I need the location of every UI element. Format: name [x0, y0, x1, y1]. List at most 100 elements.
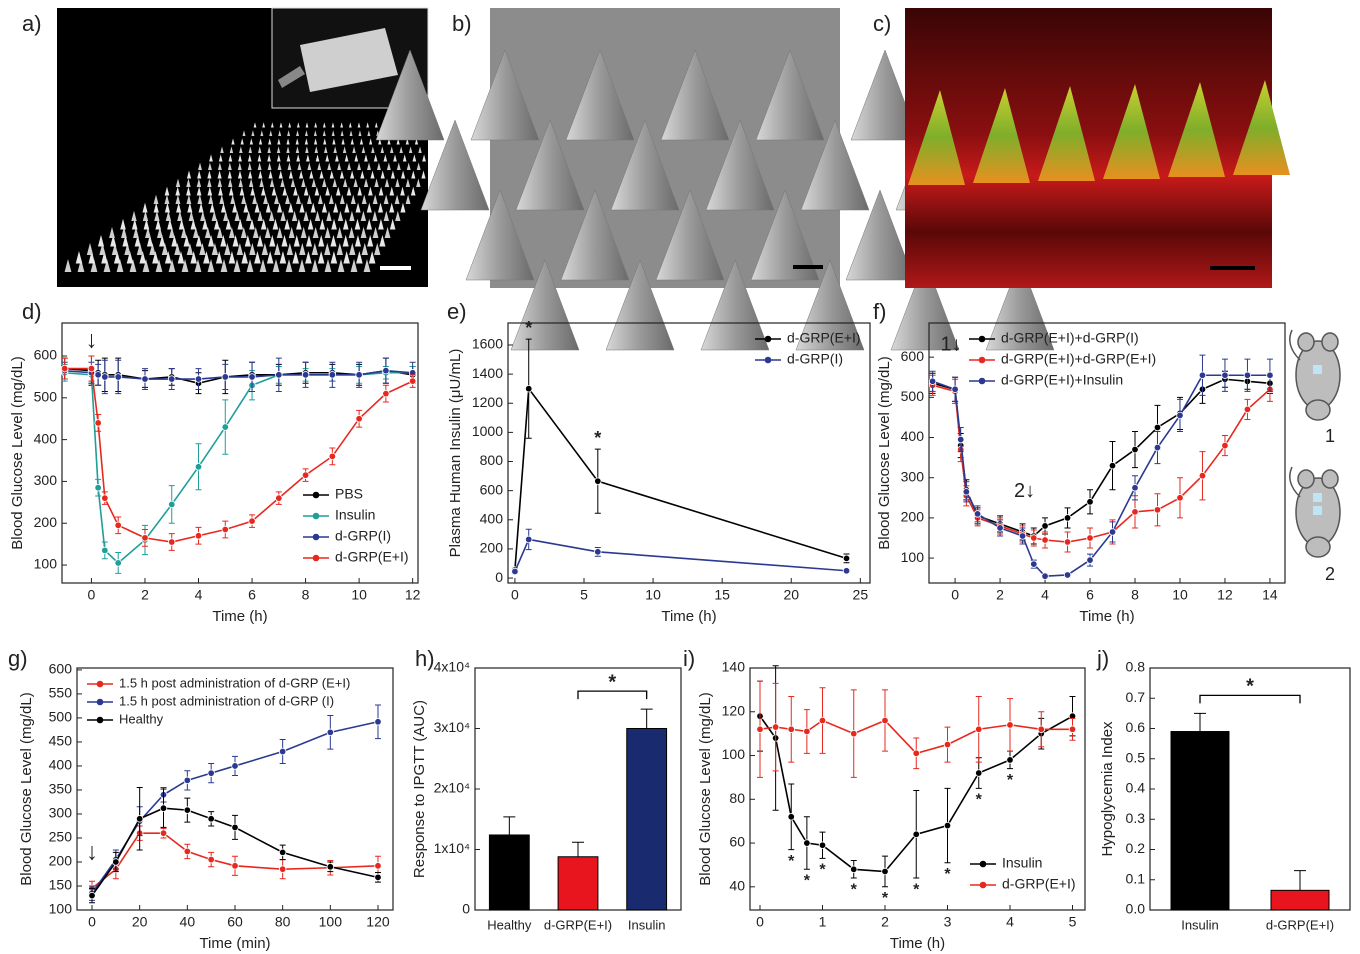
needle — [339, 194, 345, 204]
needle — [223, 210, 229, 221]
needle — [176, 202, 182, 213]
needle — [293, 186, 298, 196]
needle — [149, 242, 156, 255]
data-point — [1153, 423, 1162, 432]
legend-marker — [312, 491, 320, 499]
needle — [124, 242, 131, 255]
needle — [346, 186, 352, 196]
needle — [171, 234, 178, 247]
needle — [281, 234, 288, 247]
annotation: * — [594, 428, 601, 448]
needle — [565, 49, 635, 141]
needle — [280, 210, 286, 221]
needle — [175, 194, 181, 204]
needle — [1168, 82, 1225, 177]
needle — [254, 202, 260, 213]
data-point — [207, 769, 215, 777]
needle — [408, 146, 413, 153]
needle — [366, 122, 370, 128]
x-tick-label: 10 — [351, 587, 367, 603]
needle — [285, 259, 293, 272]
needle — [319, 170, 324, 179]
needle — [342, 218, 349, 230]
legend-label: Insulin — [335, 507, 375, 523]
y-tick-label: 800 — [480, 452, 504, 468]
needle — [361, 242, 368, 255]
needle — [389, 186, 395, 196]
needle — [269, 234, 276, 247]
needle — [249, 138, 253, 145]
needle — [303, 210, 309, 221]
needle — [228, 250, 236, 264]
y-tick-label: 80 — [729, 790, 745, 806]
x-tick-label: 3 — [944, 914, 952, 930]
y-tick-label: 0.8 — [1126, 659, 1146, 675]
y-tick-label: 1600 — [472, 336, 503, 352]
needle — [262, 122, 266, 128]
x-tick-label: 25 — [853, 587, 869, 603]
needle — [207, 170, 212, 179]
needle — [208, 194, 214, 204]
y-tick-label: 500 — [34, 389, 58, 405]
needle — [750, 189, 820, 281]
needle — [379, 234, 386, 247]
x-tick-label: 0 — [951, 587, 959, 603]
data-point — [1198, 472, 1207, 480]
needle — [129, 259, 137, 272]
needle — [259, 259, 267, 272]
data-point — [278, 848, 287, 857]
needle — [285, 194, 290, 204]
y-tick-label: 0.0 — [1126, 901, 1146, 917]
needle — [180, 226, 187, 238]
y-tick-label: 0.6 — [1126, 719, 1146, 735]
panel-label: f) — [873, 299, 886, 324]
needle — [143, 218, 150, 230]
y-tick-label: 400 — [49, 757, 73, 773]
mouse-icon — [1289, 466, 1341, 558]
needle — [208, 234, 215, 247]
x-tick-label: 5 — [1069, 914, 1077, 930]
data-point — [159, 804, 168, 812]
panel-label: a) — [22, 11, 42, 36]
needle — [202, 218, 208, 230]
needle — [386, 162, 391, 170]
data-point — [1153, 506, 1162, 514]
needle — [318, 234, 325, 247]
data-point — [87, 364, 96, 373]
data-point — [803, 839, 811, 847]
plot-frame — [61, 322, 419, 584]
needle — [113, 250, 121, 264]
needle — [416, 178, 421, 187]
needle — [342, 234, 349, 247]
needle — [197, 170, 202, 179]
side-label: 2 — [1325, 564, 1335, 584]
needle — [313, 138, 318, 145]
data-point — [326, 863, 335, 871]
y-tick-label: 100 — [34, 556, 58, 572]
y-tick-label: 300 — [34, 472, 58, 488]
needle — [219, 194, 225, 204]
needle — [305, 122, 309, 128]
needle — [380, 146, 385, 153]
x-tick-label: 80 — [275, 914, 291, 930]
data-point — [88, 891, 96, 900]
needle — [327, 162, 332, 170]
data-point — [951, 385, 959, 394]
needle — [973, 88, 1030, 183]
mouse-tail — [1289, 329, 1301, 361]
needle — [296, 130, 300, 136]
needle — [276, 226, 283, 238]
needle — [352, 146, 356, 153]
needle — [164, 250, 172, 264]
needle — [412, 154, 417, 162]
needle — [366, 218, 373, 230]
needle — [299, 242, 306, 255]
needle — [560, 189, 630, 281]
data-point — [221, 373, 229, 381]
data-point — [957, 435, 965, 444]
needle — [305, 250, 312, 264]
needle — [378, 138, 382, 145]
bar — [626, 728, 668, 911]
bar — [557, 856, 599, 911]
